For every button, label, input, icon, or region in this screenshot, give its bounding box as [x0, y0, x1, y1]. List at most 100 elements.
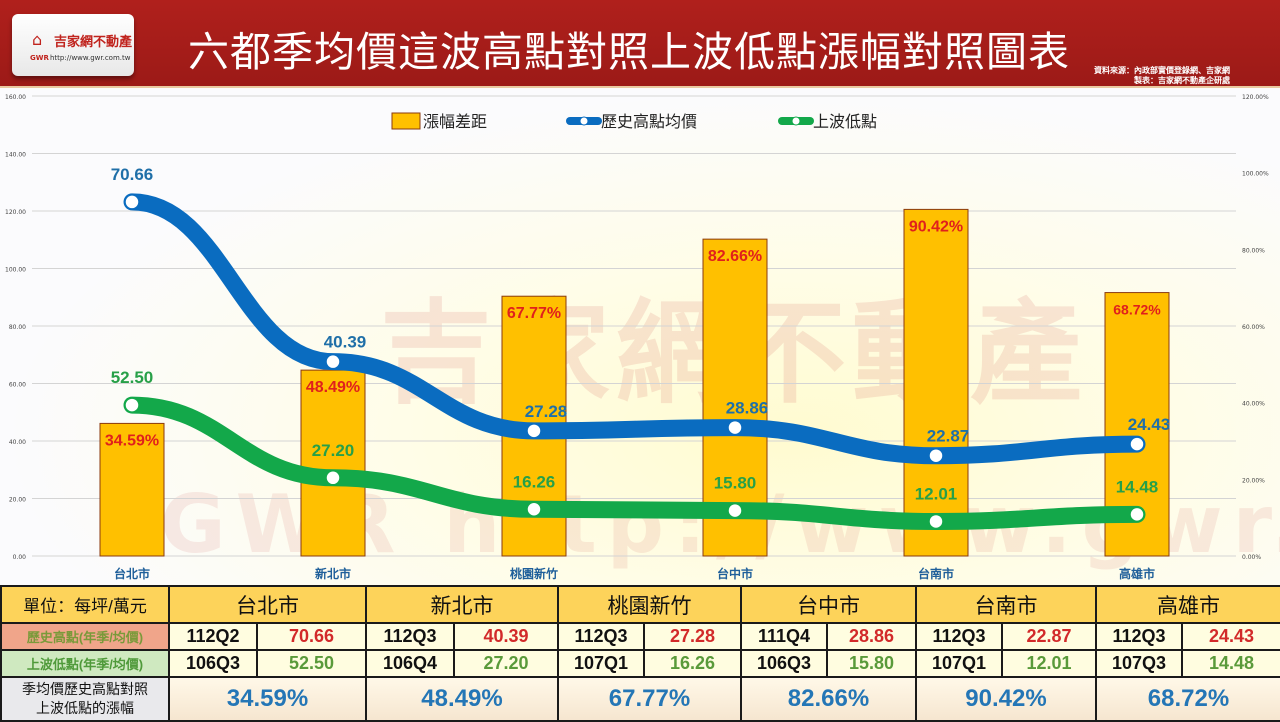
left-axis-tick: 160.00 [5, 94, 26, 101]
left-axis-tick: 140.00 [5, 152, 26, 159]
high-point-marker [124, 194, 140, 210]
high-quarter: 112Q3 [365, 622, 455, 651]
high-price: 27.28 [643, 622, 742, 651]
bar-label: 67.77% [507, 305, 561, 322]
high-series-line [123, 193, 1146, 465]
low-point-marker [1129, 506, 1145, 523]
high-quarter: 112Q3 [1095, 622, 1183, 651]
logo-gwr: GWR [30, 54, 49, 62]
pct-label-line-1: 季均價歷史高點對照 [22, 681, 148, 697]
category-label: 台北市 [114, 566, 150, 581]
unit-label: 單位：每坪/萬元 [0, 585, 170, 624]
high-quarter: 111Q4 [740, 622, 828, 651]
high-point-label: 27.28 [525, 402, 568, 421]
category-label: 桃園新竹 [510, 566, 558, 581]
rise-pct: 68.72% [1095, 676, 1280, 722]
high-row-label: 歷史高點(年季/均價) [0, 622, 170, 651]
city-header: 台南市 [915, 585, 1097, 624]
low-point-label: 14.48 [1116, 477, 1159, 496]
rise-pct: 34.59% [168, 676, 367, 722]
low-quarter: 107Q1 [557, 649, 645, 678]
low-row-label: 上波低點(年季/均價) [0, 649, 170, 678]
legend-marker [791, 116, 801, 126]
legend-swatch [391, 112, 421, 130]
left-axis-tick: 120.00 [5, 209, 26, 216]
data-table: 單位：每坪/萬元 台北市 新北市 桃園新竹 台中市 台南市 高雄市 歷史高點(年季/均價) 1… [0, 585, 1280, 722]
pct-row-label: 季均價歷史高點對照 上波低點的漲幅 [0, 676, 170, 722]
right-axis-tick: 40.00% [1242, 401, 1265, 408]
combo-chart: 0.00 20.00 40.00 60.00 80.00 100.00 120.00 140.… [5, 94, 1269, 581]
city-header: 新北市 [365, 585, 559, 624]
legend-label: 歷史高點均價 [601, 112, 697, 131]
high-point-label: 70.66 [111, 165, 154, 184]
bar [300, 369, 366, 557]
header: ⌂ 吉家網不動產 GWR http://www.gwr.com.tw 六都季均價… [0, 0, 1280, 88]
source-line-2: 製表：吉家網不動產企研處 [1134, 76, 1230, 85]
right-axis-tick: 100.00% [1242, 171, 1269, 178]
left-axis-tick: 60.00 [9, 382, 26, 389]
low-price: 14.48 [1181, 649, 1280, 678]
left-axis-tick: 40.00 [9, 439, 26, 446]
low-point-marker [727, 502, 743, 519]
high-point-label: 40.39 [324, 333, 367, 352]
left-axis-tick: 20.00 [9, 497, 26, 504]
source-line-1: 資料來源：內政部實價登錄網、吉家網 [1094, 66, 1230, 75]
left-axis-tick: 100.00 [5, 267, 26, 274]
rise-pct: 48.49% [365, 676, 559, 722]
category-label: 高雄市 [1119, 566, 1155, 581]
high-point-marker [928, 447, 944, 464]
high-point-marker [1129, 436, 1145, 452]
bar [99, 422, 165, 557]
high-point-label: 24.43 [1128, 415, 1171, 434]
high-point-marker [526, 423, 542, 439]
low-quarter: 106Q3 [740, 649, 828, 678]
low-point-marker [325, 470, 341, 486]
low-price: 52.50 [256, 649, 367, 678]
pct-label-line-2: 上波低點的漲幅 [36, 700, 134, 716]
city-header: 高雄市 [1095, 585, 1280, 624]
high-quarter: 112Q2 [168, 622, 258, 651]
high-point-label: 22.87 [927, 427, 970, 446]
bar-label: 90.42% [909, 218, 963, 235]
low-point-label: 52.50 [111, 368, 154, 387]
high-quarter: 112Q3 [557, 622, 645, 651]
right-axis-tick: 60.00% [1242, 324, 1265, 331]
high-price: 40.39 [453, 622, 559, 651]
left-axis-tick: 80.00 [9, 324, 26, 331]
low-point-marker [124, 397, 140, 413]
legend-label: 上波低點 [813, 112, 877, 131]
logo-name: 吉家網不動產 [54, 35, 133, 50]
high-price: 24.43 [1181, 622, 1280, 651]
bar-label: 48.49% [306, 379, 360, 396]
right-axis-tick: 20.00% [1242, 477, 1265, 484]
right-axis-tick: 0.00% [1242, 554, 1261, 561]
bar-label: 68.72% [1113, 302, 1161, 318]
right-axis-tick: 80.00% [1242, 247, 1265, 254]
high-price: 22.87 [1001, 622, 1097, 651]
bar-label: 82.66% [708, 248, 762, 265]
low-price: 12.01 [1001, 649, 1097, 678]
low-point-marker [928, 513, 944, 530]
rise-pct: 90.42% [915, 676, 1097, 722]
city-header: 台中市 [740, 585, 917, 624]
low-series-line [123, 396, 1146, 530]
right-axis-tick: 120.00% [1242, 94, 1269, 101]
low-quarter: 106Q4 [365, 649, 455, 678]
rise-pct: 82.66% [740, 676, 917, 722]
low-point-label: 27.20 [312, 441, 355, 460]
bar [903, 208, 969, 557]
low-price: 27.20 [453, 649, 559, 678]
high-quarter: 112Q3 [915, 622, 1003, 651]
high-point-marker [727, 419, 743, 436]
source-note: 資料來源：內政部實價登錄網、吉家網 製表：吉家網不動產企研處 [1094, 66, 1230, 86]
left-axis-tick: 0.00 [13, 554, 27, 561]
high-price: 70.66 [256, 622, 367, 651]
category-label: 新北市 [315, 566, 351, 581]
high-price: 28.86 [826, 622, 917, 651]
logo-url: http://www.gwr.com.tw [50, 54, 131, 62]
rise-pct: 67.77% [557, 676, 742, 722]
legend-label: 漲幅差距 [423, 112, 487, 131]
low-point-label: 12.01 [915, 484, 958, 503]
low-price: 16.26 [643, 649, 742, 678]
low-price: 15.80 [826, 649, 917, 678]
